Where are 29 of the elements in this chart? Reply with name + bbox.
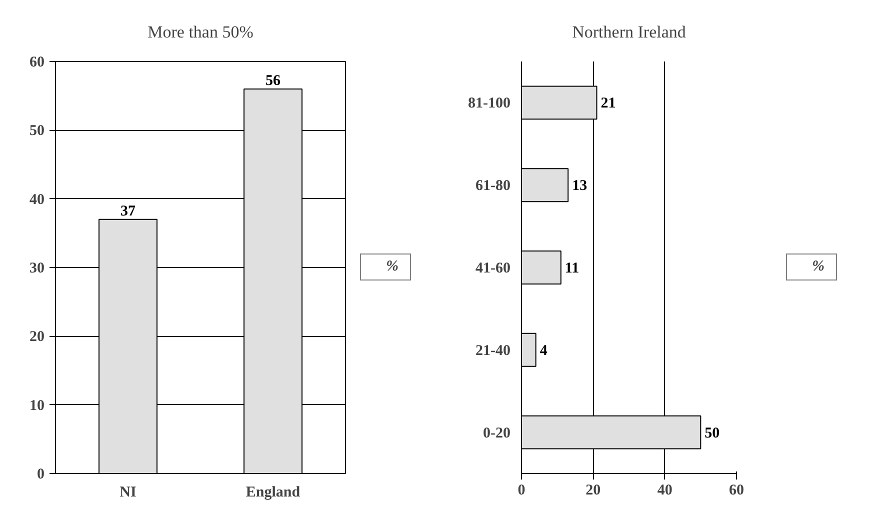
y-tick-label: 41-60 — [476, 260, 511, 276]
y-tick-label: 60 — [30, 54, 44, 70]
x-tick-label: NI — [120, 484, 136, 500]
y-tick-label: 0-20 — [483, 425, 511, 442]
y-tick-label: 81-100 — [468, 96, 511, 112]
y-tick-label: 40 — [30, 192, 44, 208]
data-label: 56 — [266, 72, 281, 89]
x-tick-label: 60 — [729, 482, 744, 498]
y-tick-label: 10 — [30, 398, 44, 414]
y-tick-label: 50 — [30, 123, 44, 140]
data-label: 11 — [564, 260, 580, 276]
x-tick-label: 40 — [657, 482, 672, 498]
data-label: 50 — [704, 425, 720, 442]
chart-title: Northern Ireland — [572, 22, 686, 42]
data-label: 37 — [120, 203, 136, 220]
data-label: 13 — [572, 178, 588, 194]
text: % — [812, 258, 826, 276]
data-label: 4 — [540, 342, 548, 359]
x-tick-label: England — [246, 484, 301, 500]
y-tick-label: 30 — [30, 260, 44, 276]
text: % — [386, 258, 400, 276]
y-tick-label: 21-40 — [476, 342, 511, 359]
y-tick-label: 61-80 — [476, 178, 511, 194]
x-tick-label: 0 — [518, 482, 526, 498]
y-tick-label: 0 — [37, 466, 44, 482]
data-label: 21 — [600, 96, 616, 112]
y-tick-label: 20 — [30, 329, 44, 346]
chart-title: More than 50% — [148, 22, 254, 42]
x-tick-label: 20 — [586, 482, 601, 498]
